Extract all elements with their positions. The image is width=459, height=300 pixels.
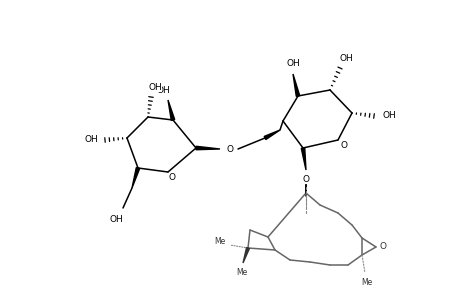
Text: OH: OH <box>338 53 352 62</box>
Text: Me: Me <box>236 268 247 278</box>
Text: OH: OH <box>148 82 162 91</box>
Text: O: O <box>226 145 233 154</box>
Polygon shape <box>263 130 280 140</box>
Text: Me: Me <box>361 278 372 287</box>
Text: OH: OH <box>381 112 395 121</box>
Text: OH: OH <box>109 215 123 224</box>
Text: O: O <box>168 173 175 182</box>
Text: O: O <box>340 140 347 149</box>
Text: O: O <box>379 242 386 251</box>
Polygon shape <box>196 146 219 150</box>
Polygon shape <box>301 148 305 170</box>
Polygon shape <box>168 100 174 120</box>
Text: Me: Me <box>214 238 225 247</box>
Text: O: O <box>302 175 309 184</box>
Polygon shape <box>292 74 299 96</box>
Text: OH: OH <box>285 58 299 68</box>
Polygon shape <box>132 167 140 188</box>
Text: OH: OH <box>84 136 98 145</box>
Text: OH: OH <box>156 85 169 94</box>
Polygon shape <box>242 248 249 263</box>
